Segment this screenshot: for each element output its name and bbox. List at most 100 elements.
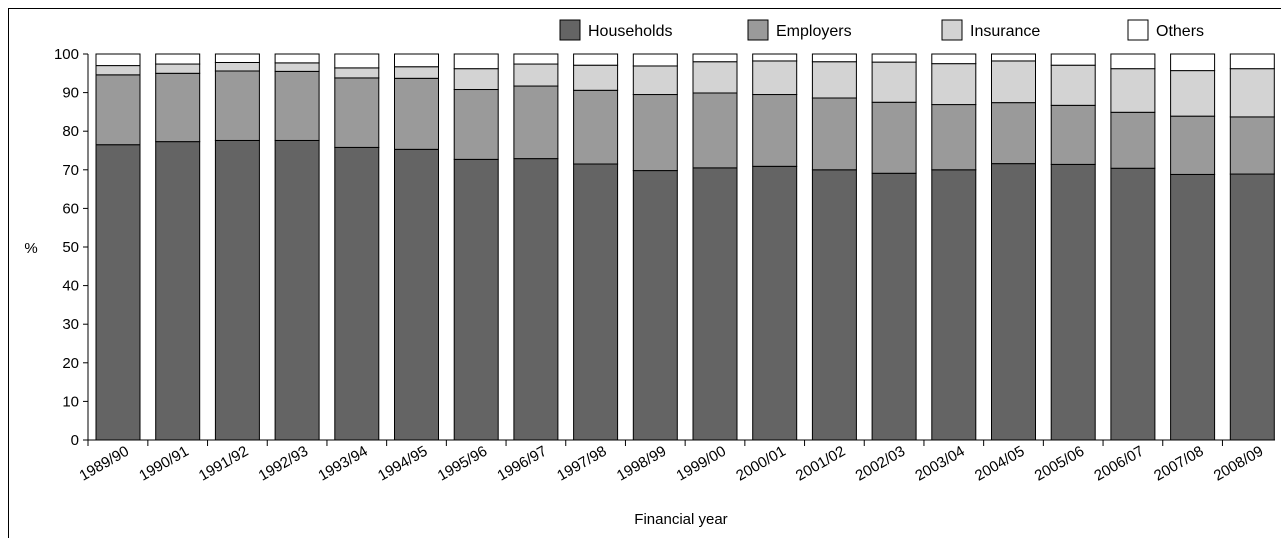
bar-segment-households — [155, 141, 201, 441]
bar-segment-households — [752, 165, 798, 441]
bar-segment-households — [95, 144, 141, 441]
bar-segment-others — [1170, 53, 1216, 72]
bar-stack — [95, 53, 141, 441]
bar-stack — [871, 53, 917, 441]
bar-segment-employers — [573, 89, 619, 165]
bar-stack — [692, 53, 738, 441]
bar-segment-others — [95, 53, 141, 67]
bar-segment-insurance — [632, 65, 678, 96]
bar-segment-employers — [811, 97, 857, 171]
bar-segment-insurance — [334, 67, 380, 79]
y-tick-label: 50 — [62, 239, 79, 256]
x-tick-label: 2001/02 — [793, 443, 848, 485]
bar-segment-employers — [453, 89, 499, 160]
bar-segment-others — [931, 53, 977, 65]
legend: Households Employers Insurance Others — [559, 19, 1204, 41]
bar-segment-households — [513, 158, 559, 441]
legend-item: Others — [1127, 19, 1204, 41]
y-tick-label: 60 — [62, 200, 79, 217]
bar-segment-employers — [1229, 116, 1275, 175]
bar-segment-households — [334, 146, 380, 441]
bar-stack — [1050, 53, 1096, 441]
bar-stack — [334, 53, 380, 441]
bar-segment-others — [1229, 53, 1275, 70]
bar-segment-households — [1170, 173, 1216, 441]
legend-item: Employers — [747, 19, 852, 41]
x-tick-label: 1992/93 — [256, 443, 311, 485]
y-tick-label: 30 — [62, 316, 79, 333]
bar-segment-households — [991, 163, 1036, 441]
x-tick-label: 1996/97 — [494, 443, 549, 485]
bar-segment-households — [1229, 173, 1275, 441]
bar-segment-households — [692, 167, 738, 441]
bar-segment-employers — [991, 102, 1036, 165]
legend-swatch-insurance — [941, 19, 963, 41]
bar-segment-insurance — [752, 60, 798, 96]
bar-segment-others — [214, 53, 260, 63]
bar-segment-insurance — [214, 61, 260, 72]
bar-stack — [931, 53, 977, 441]
x-tick-label: 2004/05 — [972, 443, 1027, 485]
x-tick-label: 2006/07 — [1091, 443, 1146, 485]
bar-segment-employers — [155, 72, 201, 143]
bar-stack — [1110, 53, 1156, 441]
y-tick-label: 70 — [62, 162, 79, 179]
bar-segment-insurance — [811, 61, 857, 99]
bar-segment-others — [752, 53, 798, 62]
x-tick-label: 1990/91 — [136, 443, 191, 485]
bar-stack — [274, 53, 320, 441]
y-tick-label: 100 — [54, 46, 79, 63]
bar-segment-employers — [394, 77, 439, 150]
bar-segment-insurance — [692, 61, 738, 94]
bar-stack — [513, 53, 559, 441]
bar-segment-households — [632, 170, 678, 441]
bar-segment-employers — [334, 77, 380, 148]
x-tick-label: 2002/03 — [853, 443, 908, 485]
bar-segment-others — [632, 53, 678, 67]
bar-stack — [573, 53, 619, 441]
bar-stack — [1229, 53, 1275, 441]
bar-segment-others — [453, 53, 499, 70]
bar-segment-others — [1110, 53, 1156, 70]
bar-stack — [394, 53, 439, 441]
bar-segment-households — [274, 139, 320, 441]
bar-segment-insurance — [274, 62, 320, 72]
x-tick-label: 1989/90 — [77, 443, 132, 485]
bar-segment-employers — [692, 92, 738, 169]
x-tick-label: 2007/08 — [1151, 443, 1206, 485]
y-axis-title: % — [24, 240, 37, 257]
bar-segment-employers — [931, 104, 977, 171]
x-tick-label: 1994/95 — [375, 443, 430, 485]
x-tick-label: 1993/94 — [315, 443, 370, 485]
y-tick-label: 20 — [62, 355, 79, 372]
bar-segment-employers — [1110, 111, 1156, 169]
bar-segment-insurance — [1170, 70, 1216, 117]
bar-segment-households — [214, 139, 260, 441]
bar-segment-households — [1110, 167, 1156, 441]
x-tick-label: 1998/99 — [614, 443, 669, 485]
x-axis-title: Financial year — [634, 511, 727, 528]
legend-label: Households — [588, 23, 673, 40]
x-tick-label: 2000/01 — [733, 443, 788, 485]
bar-segment-employers — [214, 70, 260, 141]
bar-segment-employers — [632, 94, 678, 172]
bar-segment-insurance — [991, 60, 1036, 104]
bar-segment-others — [1050, 53, 1096, 66]
y-tick-label: 90 — [62, 85, 79, 102]
bar-segment-employers — [274, 70, 320, 141]
bar-stack — [991, 53, 1036, 441]
x-tick-label: 2005/06 — [1032, 443, 1087, 485]
bar-segment-insurance — [453, 68, 499, 91]
bar-segment-households — [811, 169, 857, 441]
x-tick-label: 1995/96 — [435, 443, 490, 485]
bar-segment-employers — [1050, 104, 1096, 165]
y-axis: 0 10 20 30 40 50 60 70 80 90 100 — [54, 46, 89, 449]
legend-swatch-households — [559, 19, 581, 41]
legend-item: Households — [559, 19, 673, 41]
y-tick-label: 80 — [62, 123, 79, 140]
legend-label: Others — [1156, 23, 1204, 40]
bar-segment-households — [573, 163, 619, 441]
bars — [95, 53, 1275, 441]
x-axis: 1989/90 1990/91 1991/92 1992/93 1993/94 1994/… — [77, 439, 1275, 485]
legend-label: Employers — [776, 23, 852, 40]
